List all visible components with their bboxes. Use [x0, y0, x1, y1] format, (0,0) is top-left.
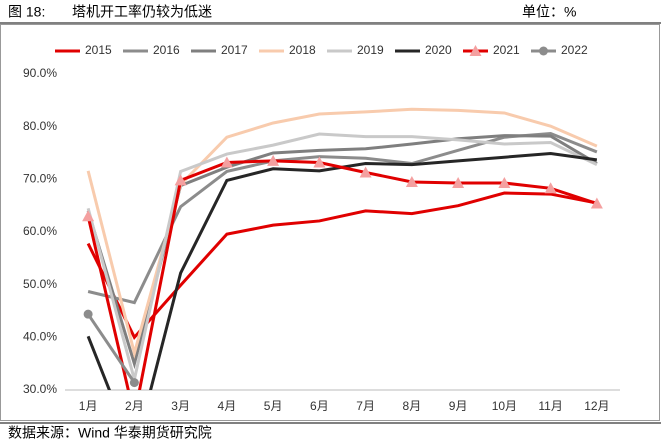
- series-line: [86, 159, 598, 390]
- x-tick-label: 9月: [449, 399, 468, 413]
- marker: [129, 378, 139, 388]
- y-tick-label: 40.0%: [23, 330, 57, 344]
- x-tick-label: 5月: [264, 399, 283, 413]
- series-line: [86, 313, 136, 384]
- marker: [359, 166, 372, 178]
- marker: [452, 177, 465, 189]
- legend-label: 2017: [221, 43, 248, 57]
- series-line: [86, 191, 598, 340]
- y-tick-label: 80.0%: [23, 119, 57, 133]
- x-tick-label: 3月: [171, 399, 190, 413]
- marker: [82, 210, 95, 222]
- marker: [405, 175, 418, 187]
- series-line: [86, 132, 598, 380]
- title: 塔机开工率仍较为低迷: [72, 4, 212, 20]
- marker: [313, 156, 326, 168]
- marker: [498, 177, 511, 189]
- legend-marker: [469, 45, 482, 56]
- marker: [267, 154, 280, 166]
- x-tick-label: 10月: [492, 399, 517, 413]
- legend-label: 2016: [153, 43, 180, 57]
- x-tick-label: 4月: [218, 399, 237, 413]
- y-tick-label: 60.0%: [23, 224, 57, 238]
- x-tick-label: 12月: [584, 399, 609, 413]
- x-tick-label: 2月: [125, 399, 144, 413]
- y-tick-label: 50.0%: [23, 277, 57, 291]
- y-tick-label: 70.0%: [23, 172, 57, 186]
- x-tick-label: 8月: [403, 399, 422, 413]
- x-tick-label: 11月: [538, 399, 562, 413]
- legend-label: 2015: [85, 43, 112, 57]
- marker: [220, 156, 233, 168]
- legend-label: 2020: [425, 43, 452, 57]
- marker: [174, 174, 187, 186]
- y-tick-label: 30.0%: [23, 382, 57, 396]
- y-tick-label: 90.0%: [23, 66, 57, 80]
- legend-label: 2021: [493, 43, 520, 57]
- chart-frame: [0, 24, 660, 421]
- series-group: [82, 107, 603, 390]
- x-tick-label: 6月: [310, 399, 329, 413]
- marker: [590, 197, 603, 209]
- figure-number: 图 18:: [8, 4, 45, 20]
- x-tick-label: 1月: [79, 399, 98, 413]
- legend-label: 2018: [289, 43, 316, 57]
- series-line: [86, 152, 598, 390]
- legend-marker: [539, 46, 548, 56]
- source: 数据来源：Wind 华泰期货研究院: [8, 425, 212, 441]
- marker: [544, 182, 557, 194]
- x-tick-label: 7月: [356, 399, 375, 413]
- legend-label: 2022: [561, 43, 588, 57]
- unit: 单位：%: [522, 4, 576, 20]
- series-line: [86, 107, 598, 360]
- series-line: [87, 131, 598, 305]
- marker: [83, 309, 93, 319]
- legend-label: 2019: [357, 43, 384, 57]
